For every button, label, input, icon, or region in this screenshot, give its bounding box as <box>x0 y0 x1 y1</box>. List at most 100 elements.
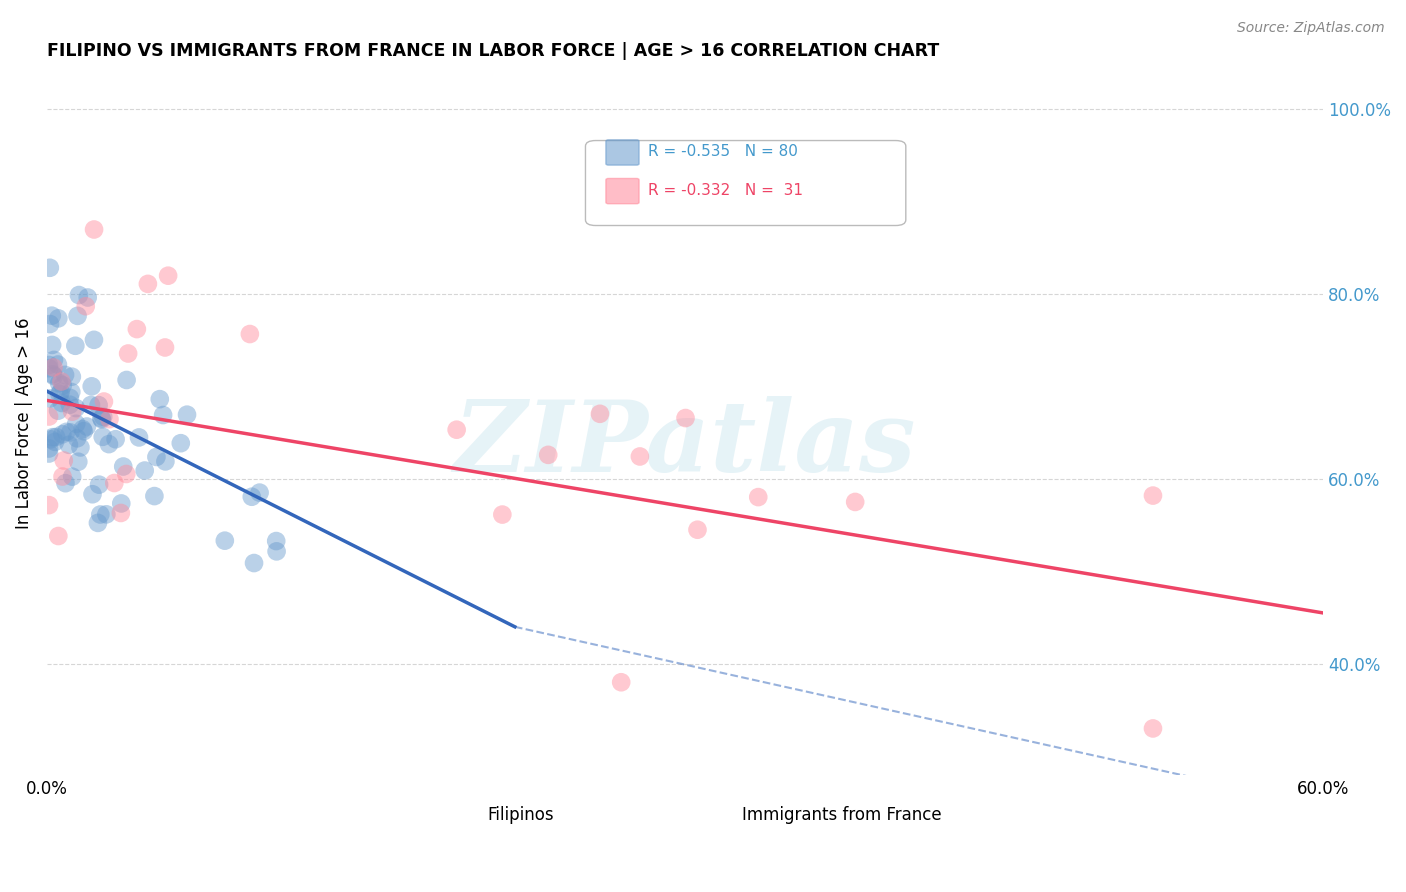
Point <box>42 430 65 444</box>
Point <box>80 398 103 412</box>
Point <box>104 432 127 446</box>
Point <box>65 339 87 353</box>
Point <box>239 326 262 341</box>
Point <box>59 398 82 412</box>
Text: ZIPatlas: ZIPatlas <box>454 396 917 493</box>
Point <box>152 408 174 422</box>
Point <box>628 450 651 464</box>
Point <box>41 368 63 382</box>
Point <box>58 438 80 452</box>
Point <box>153 341 176 355</box>
Point <box>38 260 60 275</box>
Point <box>39 392 62 406</box>
Point <box>60 469 83 483</box>
Point <box>87 477 110 491</box>
Point <box>264 534 287 549</box>
Point <box>446 423 468 437</box>
FancyBboxPatch shape <box>585 141 905 226</box>
Point <box>115 373 138 387</box>
Point <box>69 441 91 455</box>
Point <box>42 360 65 375</box>
Text: R = -0.535   N = 80: R = -0.535 N = 80 <box>648 145 797 160</box>
Point <box>610 675 633 690</box>
Point <box>38 358 60 372</box>
Point <box>128 430 150 444</box>
FancyBboxPatch shape <box>433 804 479 827</box>
Point <box>60 384 83 399</box>
Point <box>39 317 62 331</box>
Point <box>89 508 111 522</box>
Point <box>80 379 103 393</box>
Point <box>39 433 62 447</box>
Point <box>42 352 65 367</box>
Point <box>52 453 75 467</box>
Point <box>149 392 172 406</box>
Point <box>38 361 60 376</box>
Point <box>51 396 73 410</box>
Point <box>90 412 112 426</box>
Point <box>65 401 87 415</box>
Point <box>38 446 60 460</box>
Point <box>240 490 263 504</box>
Point <box>51 427 73 442</box>
Point <box>60 369 83 384</box>
Point <box>87 398 110 412</box>
Point <box>249 485 271 500</box>
Point <box>103 475 125 490</box>
Point <box>45 430 67 444</box>
Point <box>41 309 63 323</box>
Point <box>44 434 66 449</box>
Point <box>115 467 138 481</box>
Text: R = -0.332   N =  31: R = -0.332 N = 31 <box>648 183 803 198</box>
Point <box>48 387 70 401</box>
Point <box>176 408 198 422</box>
Point <box>76 291 98 305</box>
Point <box>52 378 75 392</box>
Point <box>1142 722 1164 736</box>
Point <box>110 496 132 510</box>
Y-axis label: In Labor Force | Age > 16: In Labor Force | Age > 16 <box>15 318 32 529</box>
Point <box>157 268 180 283</box>
Point <box>38 442 60 456</box>
Point <box>266 544 288 558</box>
Point <box>72 422 94 436</box>
Point <box>53 368 76 382</box>
Text: FILIPINO VS IMMIGRANTS FROM FRANCE IN LABOR FORCE | AGE > 16 CORRELATION CHART: FILIPINO VS IMMIGRANTS FROM FRANCE IN LA… <box>46 42 939 60</box>
Point <box>46 311 69 326</box>
Point <box>97 437 120 451</box>
Text: Source: ZipAtlas.com: Source: ZipAtlas.com <box>1237 21 1385 35</box>
Point <box>55 476 77 491</box>
Point <box>87 516 110 530</box>
Point <box>143 489 166 503</box>
Point <box>82 487 104 501</box>
Point <box>38 409 60 424</box>
Point <box>83 333 105 347</box>
Point <box>46 358 69 372</box>
Point <box>155 454 177 468</box>
FancyBboxPatch shape <box>606 140 640 165</box>
Point <box>93 394 115 409</box>
Point <box>589 407 612 421</box>
Point <box>76 419 98 434</box>
Point <box>46 403 69 417</box>
Point <box>136 277 159 291</box>
Point <box>46 529 69 543</box>
Point <box>51 469 73 483</box>
Point <box>96 508 118 522</box>
Point <box>686 523 709 537</box>
Point <box>491 508 513 522</box>
Point <box>38 498 60 512</box>
Point <box>66 431 89 445</box>
Point <box>67 455 90 469</box>
Point <box>125 322 148 336</box>
Point <box>145 450 167 464</box>
Point <box>537 448 560 462</box>
Point <box>675 411 697 425</box>
Point <box>59 391 82 405</box>
Point <box>243 556 266 570</box>
Point <box>67 288 90 302</box>
Point <box>112 459 135 474</box>
Point <box>83 222 105 236</box>
Point <box>42 369 65 384</box>
Point <box>747 490 769 504</box>
